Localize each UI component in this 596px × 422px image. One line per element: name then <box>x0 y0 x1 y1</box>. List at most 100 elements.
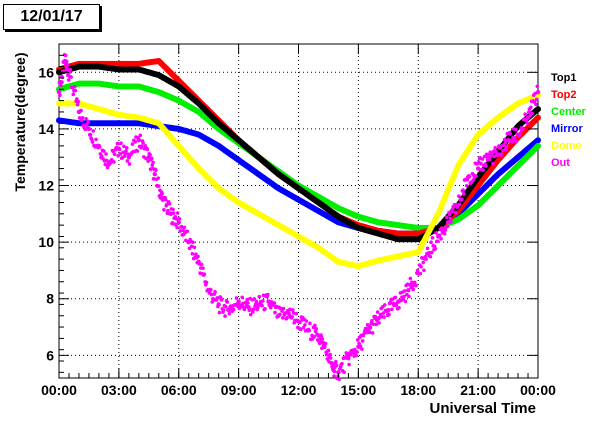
series-marker <box>430 236 435 240</box>
series-marker <box>254 299 259 304</box>
series-marker <box>461 188 465 192</box>
x-axis-label: Universal Time <box>430 400 536 417</box>
series-marker <box>501 148 505 153</box>
series-marker <box>141 141 145 145</box>
series-marker <box>225 300 230 304</box>
series-marker <box>175 211 180 215</box>
series-marker <box>512 136 517 140</box>
series-marker <box>268 305 273 310</box>
series-marker <box>502 137 507 142</box>
y-tick-label: 8 <box>46 291 54 307</box>
series-marker <box>435 239 440 243</box>
series-marker <box>525 121 530 125</box>
series-marker <box>447 212 452 217</box>
series-marker <box>118 152 123 156</box>
series-marker <box>412 280 417 285</box>
series-marker <box>323 341 328 346</box>
series-marker <box>448 216 453 221</box>
series-marker <box>534 97 539 102</box>
series-marker <box>360 347 364 351</box>
data-point <box>56 89 62 95</box>
series-marker <box>535 84 540 89</box>
series-marker <box>84 122 89 127</box>
y-tick-label: 12 <box>38 178 54 194</box>
series-marker <box>523 112 527 117</box>
series-marker <box>97 145 102 149</box>
series-marker <box>86 119 91 124</box>
series-marker <box>192 245 197 250</box>
series-marker <box>185 229 190 234</box>
series-marker <box>424 257 428 261</box>
data-point <box>322 344 327 350</box>
series-marker <box>408 276 413 281</box>
data-point <box>535 89 541 95</box>
series-marker <box>357 341 361 346</box>
series-marker <box>199 262 204 267</box>
data-point <box>246 305 251 310</box>
series-marker <box>434 231 438 235</box>
series-marker <box>273 310 277 315</box>
series-marker <box>403 299 408 304</box>
series-marker <box>484 164 488 168</box>
series-marker <box>94 137 98 142</box>
data-point <box>445 220 451 225</box>
legend-entry-top1: Top1 <box>551 72 576 84</box>
series-marker <box>464 183 469 188</box>
series-marker <box>367 330 372 335</box>
series-marker <box>260 303 264 308</box>
series-marker <box>301 325 306 330</box>
series-marker <box>521 126 525 131</box>
series-marker <box>122 154 127 159</box>
x-tick-label: 12:00 <box>281 382 317 398</box>
series-marker <box>443 228 448 232</box>
series-marker <box>202 272 207 276</box>
legend-entry-center: Center <box>551 106 587 118</box>
series-marker <box>317 341 322 346</box>
series-marker <box>261 299 265 303</box>
series-marker <box>127 162 132 166</box>
series-marker <box>457 202 462 207</box>
series-marker <box>429 240 433 244</box>
legend-entry-top2: Top2 <box>551 89 576 101</box>
series-marker <box>348 353 353 357</box>
legend: Top1 Top2 Center Mirror Dome Out <box>551 72 587 169</box>
series-marker <box>175 225 179 230</box>
series-marker <box>112 152 117 157</box>
series-marker <box>504 147 508 152</box>
series-marker <box>328 352 332 357</box>
series-marker <box>217 310 222 315</box>
legend-entry-out: Out <box>551 157 570 169</box>
series-marker <box>508 132 513 136</box>
series-marker <box>324 352 329 357</box>
series-marker <box>209 292 214 297</box>
series-marker <box>75 102 80 107</box>
legend-entry-mirror: Mirror <box>551 123 584 135</box>
series-marker <box>124 146 129 150</box>
series-marker <box>241 301 245 306</box>
series-marker <box>411 287 416 292</box>
series-marker <box>191 240 195 245</box>
series-marker <box>433 246 438 251</box>
series-marker <box>181 228 185 233</box>
series-marker <box>179 224 184 229</box>
series-marker <box>223 304 228 309</box>
y-tick-label: 10 <box>38 234 54 250</box>
series-marker <box>60 75 65 80</box>
series-marker <box>76 99 81 104</box>
data-point <box>535 137 541 144</box>
data-point <box>152 172 157 177</box>
series-marker <box>499 153 504 157</box>
series-marker <box>487 157 492 162</box>
series-marker <box>209 288 213 292</box>
series-marker <box>445 224 450 229</box>
series-marker <box>90 140 95 144</box>
series-marker <box>510 139 515 144</box>
series-marker <box>146 159 150 163</box>
series-marker <box>245 297 249 302</box>
data-point <box>475 166 481 171</box>
series-marker <box>407 294 411 299</box>
series-marker <box>62 69 66 73</box>
legend-entry-dome: Dome <box>551 140 582 152</box>
series-marker <box>99 154 104 158</box>
x-tick-label: 18:00 <box>400 382 436 398</box>
